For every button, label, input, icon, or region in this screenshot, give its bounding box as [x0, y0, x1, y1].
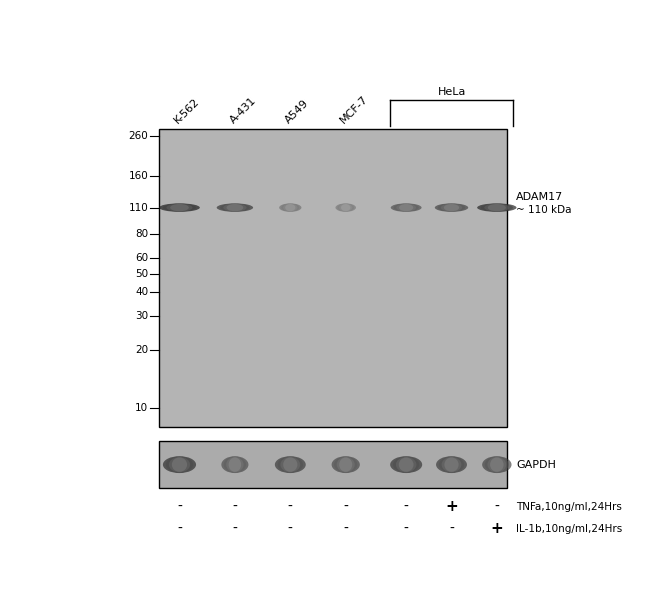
Ellipse shape [229, 457, 241, 472]
Ellipse shape [170, 204, 189, 211]
Text: -: - [404, 500, 409, 514]
Bar [159, 129, 507, 427]
Text: -: - [449, 522, 454, 536]
Text: -: - [177, 500, 182, 514]
Ellipse shape [396, 204, 416, 211]
Ellipse shape [279, 203, 302, 212]
Ellipse shape [485, 457, 509, 473]
Text: -: - [233, 522, 237, 536]
Text: -: - [343, 500, 348, 514]
Text: 30: 30 [135, 311, 148, 322]
Bar [390, 100, 514, 125]
Ellipse shape [334, 457, 358, 473]
Bar [159, 441, 507, 488]
Ellipse shape [393, 457, 419, 473]
Text: K-562: K-562 [172, 96, 202, 125]
Ellipse shape [281, 203, 300, 211]
Text: 40: 40 [135, 287, 148, 297]
Ellipse shape [391, 203, 422, 212]
Ellipse shape [441, 204, 462, 211]
Text: 20: 20 [135, 345, 148, 356]
Text: -: - [288, 522, 292, 536]
Ellipse shape [223, 204, 246, 211]
Ellipse shape [477, 203, 517, 212]
Ellipse shape [339, 457, 352, 472]
Ellipse shape [438, 203, 465, 211]
Ellipse shape [445, 457, 459, 472]
Ellipse shape [216, 203, 253, 212]
Text: -: - [177, 522, 182, 536]
Text: ~ 110 kDa: ~ 110 kDa [516, 205, 571, 215]
Ellipse shape [341, 204, 350, 211]
Text: 160: 160 [129, 171, 148, 181]
Text: -: - [404, 522, 409, 536]
Ellipse shape [169, 457, 190, 472]
Ellipse shape [166, 457, 193, 473]
Text: -: - [288, 500, 292, 514]
Text: 80: 80 [135, 229, 148, 239]
Ellipse shape [335, 203, 356, 212]
Ellipse shape [444, 204, 459, 211]
Ellipse shape [339, 204, 352, 211]
Text: A-431: A-431 [227, 96, 258, 125]
Text: 50: 50 [135, 269, 148, 279]
Ellipse shape [396, 457, 417, 472]
Ellipse shape [220, 203, 250, 211]
Text: HeLa: HeLa [437, 86, 466, 97]
Ellipse shape [280, 457, 300, 472]
Ellipse shape [488, 204, 506, 211]
Text: GAPDH: GAPDH [516, 460, 556, 470]
Ellipse shape [481, 203, 513, 211]
Ellipse shape [224, 457, 246, 473]
Ellipse shape [390, 456, 422, 473]
Text: 10: 10 [135, 403, 148, 414]
Ellipse shape [285, 204, 296, 211]
Ellipse shape [399, 204, 413, 211]
Ellipse shape [222, 456, 248, 473]
Text: 60: 60 [135, 253, 148, 263]
Text: MCF-7: MCF-7 [339, 94, 370, 125]
Text: +: + [491, 521, 503, 537]
Text: 110: 110 [129, 203, 148, 213]
Ellipse shape [337, 457, 355, 472]
Ellipse shape [484, 204, 510, 211]
Ellipse shape [435, 203, 468, 212]
Text: -: - [233, 500, 237, 514]
Ellipse shape [226, 204, 243, 211]
Ellipse shape [439, 457, 464, 473]
Ellipse shape [283, 204, 298, 211]
Text: +: + [445, 499, 458, 515]
Ellipse shape [283, 457, 298, 472]
Text: -: - [495, 500, 499, 514]
Ellipse shape [159, 203, 200, 212]
Text: 260: 260 [129, 130, 148, 141]
Ellipse shape [172, 457, 187, 472]
Ellipse shape [490, 457, 504, 472]
Ellipse shape [488, 457, 506, 472]
Ellipse shape [482, 456, 512, 473]
Ellipse shape [166, 204, 192, 211]
Ellipse shape [163, 456, 196, 473]
Text: TNFa,10ng/ml,24Hrs: TNFa,10ng/ml,24Hrs [516, 502, 622, 512]
Ellipse shape [332, 456, 360, 473]
Ellipse shape [278, 457, 303, 473]
Ellipse shape [226, 457, 244, 472]
Text: IL-1b,10ng/ml,24Hrs: IL-1b,10ng/ml,24Hrs [516, 524, 622, 534]
Ellipse shape [162, 203, 196, 211]
Ellipse shape [393, 203, 419, 211]
Text: ADAM17: ADAM17 [516, 192, 564, 202]
Ellipse shape [441, 457, 461, 472]
Ellipse shape [337, 203, 354, 211]
Text: -: - [343, 522, 348, 536]
Text: A549: A549 [283, 98, 311, 125]
Ellipse shape [399, 457, 413, 472]
Ellipse shape [275, 456, 306, 473]
Ellipse shape [436, 456, 467, 473]
